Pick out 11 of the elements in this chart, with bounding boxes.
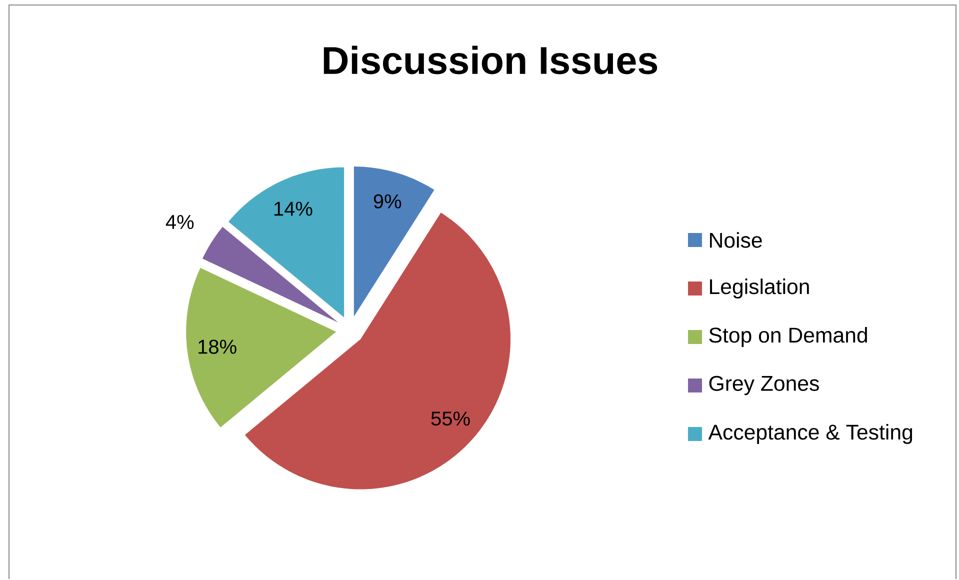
data-label: 55% [431, 412, 470, 426]
data-label: 9% [374, 194, 402, 209]
data-label: 4% [166, 215, 194, 230]
legend-label: Stop on Demand [709, 327, 867, 348]
legend-label: Acceptance & Testing [708, 424, 912, 444]
chart-title: Discussion Issues [324, 46, 658, 74]
legend-label: Legislation [710, 278, 809, 299]
legend-label: Noise [710, 232, 762, 248]
data-label: 18% [198, 340, 236, 354]
data-label: 14% [274, 202, 312, 216]
legend-label: Grey Zones [709, 376, 819, 396]
